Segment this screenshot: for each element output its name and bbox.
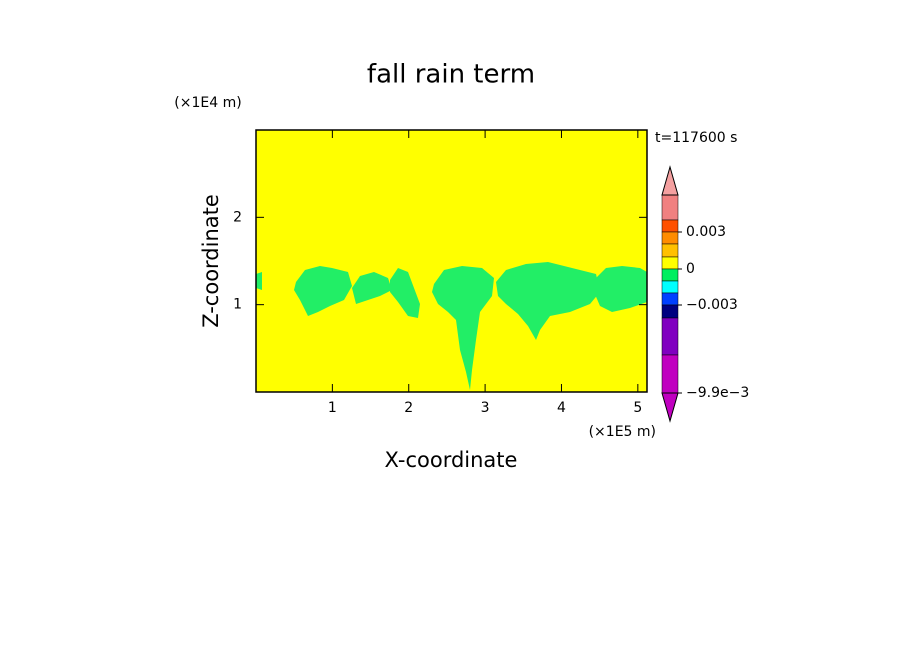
colorbar-box	[661, 292, 679, 306]
colorbar-box	[661, 231, 679, 245]
colorbar-box	[661, 243, 679, 258]
time-label: t=117600 s	[655, 130, 737, 146]
colorbar-box	[661, 280, 679, 294]
colorbar-box	[661, 256, 679, 270]
x-tick-label: 1	[328, 400, 337, 416]
colorbar-tick-label: 0.003	[686, 224, 726, 240]
plot-area	[255, 129, 648, 393]
y-axis-label: Z-coordinate	[199, 194, 223, 328]
feature	[594, 266, 647, 312]
x-tick-label: 5	[633, 400, 642, 416]
chart-title: fall rain term	[367, 60, 535, 90]
colorbar-box	[661, 354, 679, 394]
field-background	[256, 130, 647, 392]
x-tick-label: 4	[557, 400, 566, 416]
colorbar-box	[661, 317, 679, 356]
colorbar-box	[661, 268, 679, 282]
colorbar-tick-label: −0.003	[686, 297, 738, 313]
x-tick-label: 3	[481, 400, 490, 416]
colorbar-tick-label: −9.9e−3	[686, 385, 749, 401]
colorbar-box	[661, 304, 679, 319]
feature	[432, 266, 494, 390]
x-tick-label: 2	[404, 400, 413, 416]
feature	[256, 272, 262, 290]
y-tick-label: 2	[233, 209, 242, 225]
colorbar-box	[661, 194, 679, 221]
colorbar-extend	[661, 392, 679, 423]
feature	[352, 272, 392, 304]
field-features	[256, 262, 647, 390]
y-unit: (×1E4 m)	[174, 95, 241, 111]
y-tick-label: 1	[233, 297, 242, 313]
feature	[294, 266, 352, 316]
colorbar-extend	[661, 165, 679, 196]
x-unit: (×1E5 m)	[589, 424, 656, 440]
x-axis-label: X-coordinate	[385, 448, 518, 472]
feature	[390, 268, 420, 318]
feature	[496, 262, 600, 340]
colorbar-tick-label: 0	[686, 261, 695, 277]
plot-frame	[255, 129, 648, 393]
colorbar-box	[661, 219, 679, 233]
